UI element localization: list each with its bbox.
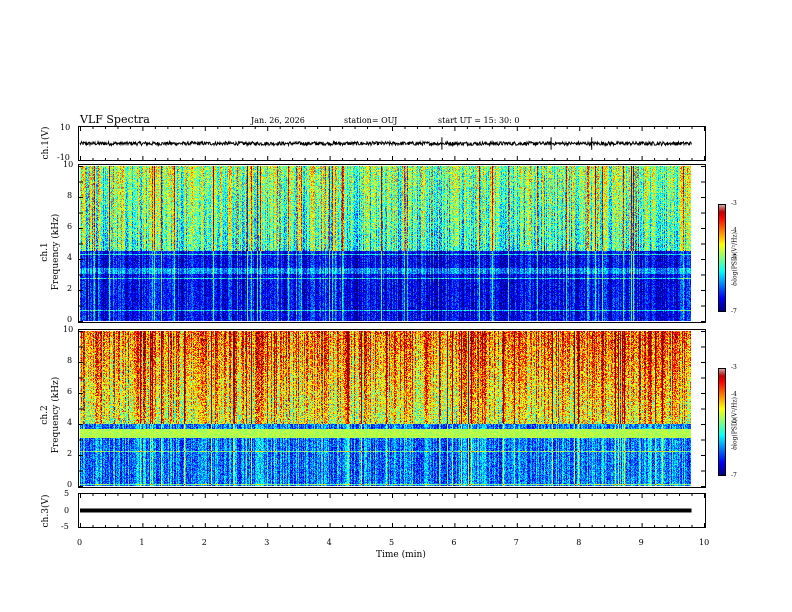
x-tick-label: 8: [576, 538, 582, 547]
x-tick-label: 9: [638, 538, 644, 547]
y-tick-label: 6: [67, 387, 73, 396]
y-tick-label: 10: [63, 325, 74, 334]
panel2-frame: [78, 164, 706, 323]
x-tick-label: 2: [201, 538, 207, 547]
x-tick-label: 1: [139, 538, 145, 547]
panel1-ytick-top: 10: [60, 123, 71, 132]
y-tick-label: 4: [67, 253, 73, 262]
panel2-ticks: [78, 166, 706, 322]
colorbar-tick-label: -6: [731, 281, 737, 288]
y-tick-label: 8: [67, 191, 73, 200]
panel1-trace: [79, 137, 692, 150]
panel4-plot: [78, 493, 706, 528]
chart-start-time: start UT = 15: 30: 0: [438, 116, 520, 125]
panel4-ytick-bottom: -5: [61, 522, 69, 531]
colorbar-tick-label: -5: [731, 418, 737, 425]
panel1-waveform-plot: [78, 126, 706, 161]
colorbar-tick-label: -7: [731, 308, 737, 315]
panel2-spectrogram: [80, 166, 694, 321]
panel2-colorbar-label: log(PSD)(V²/Hz): [731, 232, 739, 281]
x-tick-label: 3: [264, 538, 270, 547]
colorbar-tick-label: -6: [731, 445, 737, 452]
panel4-ytick-mid: 0: [64, 506, 70, 515]
panel4-xticks: [80, 493, 705, 528]
y-tick-label: 4: [67, 418, 73, 427]
panel3-ylabel: ch.2 Frequency (kHz): [40, 375, 64, 455]
x-tick-label: 5: [389, 538, 395, 547]
chart-station: station= OUJ: [344, 116, 398, 125]
panel3-spectrogram: [80, 331, 694, 486]
colorbar-tick-label: -5: [731, 254, 737, 261]
x-tick-label: 6: [451, 538, 457, 547]
panel2-ylabel-freq: Frequency (kHz): [51, 213, 61, 291]
colorbar-tick-label: -4: [731, 227, 737, 234]
panel1-ytick-bottom: -10: [57, 153, 70, 162]
colorbar-tick-label: -7: [731, 472, 737, 479]
y-tick-label: 0: [67, 480, 73, 489]
x-tick-label: 4: [326, 538, 332, 547]
y-tick-label: 6: [67, 222, 73, 231]
panel3-frame: [78, 329, 706, 488]
y-tick-label: 2: [67, 449, 73, 458]
colorbar-tick-label: -4: [731, 391, 737, 398]
panel2-colorbar: [718, 204, 726, 312]
colorbar-tick-label: -3: [731, 200, 737, 207]
y-tick-label: 2: [67, 284, 73, 293]
chart-title: VLF Spectra: [80, 113, 150, 126]
y-tick-label: 8: [67, 356, 73, 365]
y-tick-label: 10: [63, 160, 74, 169]
x-tick-label: 0: [77, 538, 83, 547]
panel3-ylabel-freq: Frequency (kHz): [51, 376, 61, 454]
xaxis-label: Time (min): [376, 550, 426, 560]
chart-date: Jan. 26, 2026: [251, 116, 305, 125]
panel3-ticks: [78, 331, 706, 487]
panel3-colorbar-label: log(PSD)(V²/Hz): [731, 397, 739, 446]
panel4-ytick-top: 5: [64, 489, 70, 498]
x-tick-label: 10: [699, 538, 710, 547]
panel3-colorbar: [718, 368, 726, 476]
panel1-xticks: [80, 126, 705, 161]
panel1-ylabel: ch.1(V): [41, 126, 51, 160]
y-tick-label: 0: [67, 315, 73, 324]
panel3-frame-svg: [78, 329, 706, 488]
x-tick-label: 7: [513, 538, 519, 547]
panel2-frame-svg: [78, 164, 706, 323]
panel2-ylabel: ch.1 Frequency (kHz): [40, 212, 64, 292]
panel4-ylabel: ch.3(V): [41, 494, 51, 528]
colorbar-tick-label: -3: [731, 364, 737, 371]
panel2-ylabel-ch: ch.1: [40, 242, 50, 262]
panel3-ylabel-ch: ch.2: [40, 405, 50, 425]
